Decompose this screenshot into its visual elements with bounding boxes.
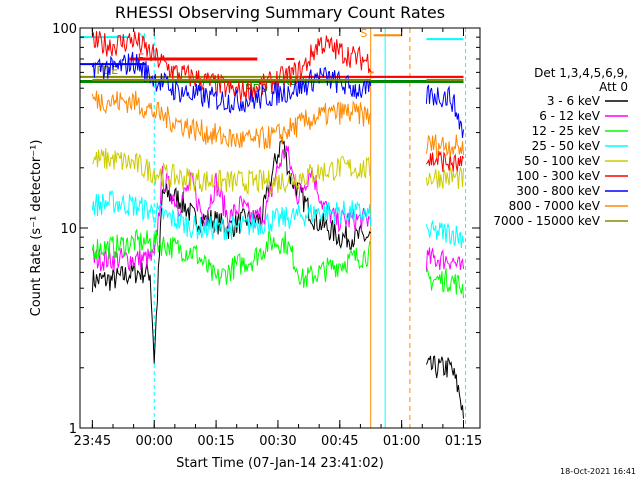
flag-label-0: S bbox=[360, 27, 367, 40]
series-2-line-0 bbox=[91, 228, 372, 288]
series-7 bbox=[91, 90, 464, 159]
legend-label-4: 50 - 100 keV bbox=[524, 154, 601, 168]
x-tick-label-6: 01:15 bbox=[445, 434, 482, 449]
flag-label-1: N bbox=[138, 31, 146, 44]
legend-label-2: 12 - 25 keV bbox=[532, 124, 601, 138]
x-tick-label-3: 00:30 bbox=[259, 434, 296, 449]
legend-label-3: 25 - 50 keV bbox=[532, 139, 601, 153]
chart-title: RHESSI Observing Summary Count Rates bbox=[115, 3, 445, 22]
series-5 bbox=[91, 31, 464, 173]
series-2-line-1 bbox=[425, 267, 464, 299]
series-6-line-1 bbox=[425, 84, 464, 139]
legend-label-7: 800 - 7000 keV bbox=[509, 199, 601, 213]
y-tick-label-1: 10 bbox=[60, 222, 77, 237]
series-6 bbox=[91, 51, 464, 139]
series-0-line-1 bbox=[425, 355, 464, 419]
series-7-line-0 bbox=[91, 90, 372, 150]
series-3-line-0 bbox=[91, 189, 372, 241]
series-0-line-0 bbox=[91, 136, 372, 364]
flag-label-3: F bbox=[138, 51, 144, 64]
x-tick-label-1: 00:00 bbox=[135, 434, 172, 449]
series-2 bbox=[91, 228, 464, 299]
legend-label-8: 7000 - 15000 keV bbox=[493, 214, 600, 228]
series-5-line-0 bbox=[91, 31, 372, 103]
series-3-line-1 bbox=[425, 220, 464, 249]
series-5-line-1 bbox=[425, 150, 464, 173]
footer-date: 18-Oct-2021 16:41 bbox=[560, 467, 636, 476]
legend-header-1: Det 1,3,4,5,6,9, bbox=[534, 66, 628, 80]
legend-header-2: Att 0 bbox=[599, 80, 628, 94]
legend-label-0: 3 - 6 keV bbox=[547, 94, 601, 108]
y-axis-label: Count Rate (s⁻¹ detector⁻¹) bbox=[29, 140, 44, 317]
series-7-line-1 bbox=[425, 134, 464, 159]
ticks-layer: 23:45 00:00 00:15 00:30 00:45 01:00 01:15 100 10… bbox=[52, 22, 482, 449]
series-1-line-1 bbox=[425, 247, 464, 271]
series-1 bbox=[91, 145, 464, 272]
legend-label-1: 6 - 12 keV bbox=[539, 109, 601, 123]
series-0 bbox=[91, 136, 464, 419]
flag-label-4: RD0 bbox=[282, 75, 305, 88]
legend-label-6: 300 - 800 keV bbox=[516, 184, 600, 198]
x-tick-label-5: 01:00 bbox=[383, 434, 420, 449]
x-axis-label: Start Time (07-Jan-14 23:41:02) bbox=[176, 456, 384, 471]
x-tick-label-4: 00:45 bbox=[321, 434, 358, 449]
series-4-line-1 bbox=[425, 165, 464, 190]
x-tick-label-0: 23:45 bbox=[74, 434, 111, 449]
series-4-line-0 bbox=[92, 148, 372, 196]
y-tick-label-2: 1 bbox=[69, 422, 77, 437]
legend-label-5: 100 - 300 keV bbox=[516, 169, 600, 183]
y-tick-label-0: 100 bbox=[52, 22, 77, 37]
series-layer bbox=[91, 31, 464, 419]
x-tick-label-2: 00:15 bbox=[197, 434, 234, 449]
series-3 bbox=[91, 189, 464, 249]
series-1-line-0 bbox=[91, 145, 372, 272]
series-6-line-0 bbox=[91, 51, 372, 114]
